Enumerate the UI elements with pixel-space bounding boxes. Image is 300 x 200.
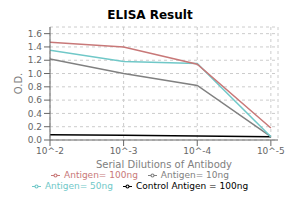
svg-text:1.2: 1.2 xyxy=(28,55,42,65)
svg-text:Serial Dilutions of Antibody: Serial Dilutions of Antibody xyxy=(96,159,232,170)
html-text:Antigen= 50ng: Antigen= 50ng xyxy=(44,181,113,191)
svg-text:10^-3: 10^-3 xyxy=(110,146,138,156)
svg-text:10^-5: 10^-5 xyxy=(257,146,285,156)
html-text:ELISA Result: ELISA Result xyxy=(107,8,193,22)
svg-text:0.6: 0.6 xyxy=(28,95,43,105)
html-text:Control Antigen = 100ng: Control Antigen = 100ng xyxy=(136,181,249,191)
svg-text:1.4: 1.4 xyxy=(28,42,43,52)
svg-text:10^-2: 10^-2 xyxy=(36,146,64,156)
svg-text:0.8: 0.8 xyxy=(28,82,43,92)
svg-text:O.D.: O.D. xyxy=(13,73,24,95)
svg-text:10^-4: 10^-4 xyxy=(183,146,211,156)
svg-text:0.2: 0.2 xyxy=(28,122,42,132)
svg-text:1.6: 1.6 xyxy=(28,29,43,39)
svg-text:0.0: 0.0 xyxy=(28,135,43,145)
html-text:Antigen= 100ng: Antigen= 100ng xyxy=(64,170,138,180)
svg-text:0.4: 0.4 xyxy=(28,109,43,119)
html-text:Antigen= 10ng: Antigen= 10ng xyxy=(160,170,229,180)
svg-text:1.0: 1.0 xyxy=(28,69,43,79)
